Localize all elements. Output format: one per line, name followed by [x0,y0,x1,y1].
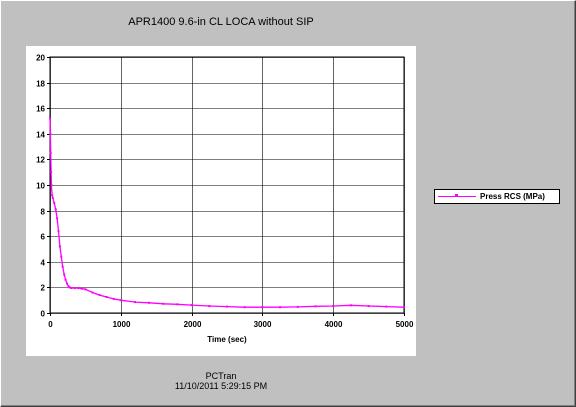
series-point [332,305,335,307]
series-point [57,230,60,233]
series-point [296,305,299,308]
x-tick-label: 5000 [396,320,414,329]
y-tick-label: 0 [41,310,46,319]
y-tick-label: 4 [41,259,46,268]
footer-timestamp: 11/10/2011 5:29:15 PM [174,381,268,391]
x-tick-label: 3000 [254,320,272,329]
series-point [314,305,317,308]
series-point [54,208,57,211]
x-tick-labels: 0 1000 2000 3000 4000 5000 [48,320,414,329]
y-tick-label: 18 [36,80,45,89]
footer-program-name: PCTran [205,371,237,381]
y-tick-label: 14 [36,131,45,140]
series-point [279,306,282,309]
series-point [77,287,80,289]
series-point [367,305,370,307]
series-point [50,171,53,174]
y-tick-label: 16 [36,105,45,114]
y-tick-label: 8 [41,208,46,217]
series-point [105,296,108,298]
series-point [56,217,59,220]
y-tick-label: 12 [36,156,45,165]
series-point [49,152,52,154]
series-point [226,305,228,308]
series-point [162,302,165,305]
legend: Press RCS (MPa) [434,189,560,204]
series-point [50,184,53,186]
x-tick-label: 1000 [113,320,131,329]
plot-frame [49,56,405,314]
series-point [51,194,54,197]
series-point [243,306,246,309]
y-tick-label: 10 [36,182,45,191]
x-tick-label: 2000 [184,320,202,329]
series-point [385,305,388,308]
x-tick-label: 0 [48,320,53,329]
plot-panel: 0 2 4 6 8 10 12 14 16 18 20 0 1000 2000 3000 4000 5000 … [26,46,416,356]
series-point [53,201,56,204]
series-point [84,288,87,291]
y-tick-labels: 0 2 4 6 8 10 12 14 16 18 20 [36,54,45,319]
y-tick-label: 20 [36,54,45,63]
series-point [403,306,405,309]
series-point [64,278,67,281]
series-point [80,287,83,290]
series-point [112,297,115,300]
y-tick-label: 2 [41,284,46,293]
series-point [67,285,70,288]
series-point [66,282,68,285]
series-point [70,287,73,289]
series-point [60,255,63,258]
chart-title: APR1400 9.6-in CL LOCA without SIP [128,16,314,28]
legend-marker [455,194,458,197]
series-point [349,304,352,307]
series-point [261,306,264,309]
series-point [68,286,71,289]
series-line-press-rcs [49,118,405,308]
series-point [208,305,211,307]
legend-label: Press RCS (MPa) [480,192,545,201]
x-axis-label: Time (sec) [207,335,247,344]
y-tick-label: 6 [41,233,46,242]
series-point [98,294,101,297]
series-point [49,132,52,135]
series-point [134,301,136,304]
series-point [190,304,193,307]
grid-lines [47,56,405,316]
series-point [73,287,76,289]
series-point [58,245,61,248]
series-point [119,299,122,302]
series-point [91,291,94,294]
series-point [51,196,54,199]
x-tick-label: 4000 [325,320,343,329]
series-point [63,273,66,276]
series-point [176,303,179,306]
series-layer [49,117,405,309]
series-point [49,117,51,120]
series-point [148,301,151,304]
series-point [61,265,64,268]
